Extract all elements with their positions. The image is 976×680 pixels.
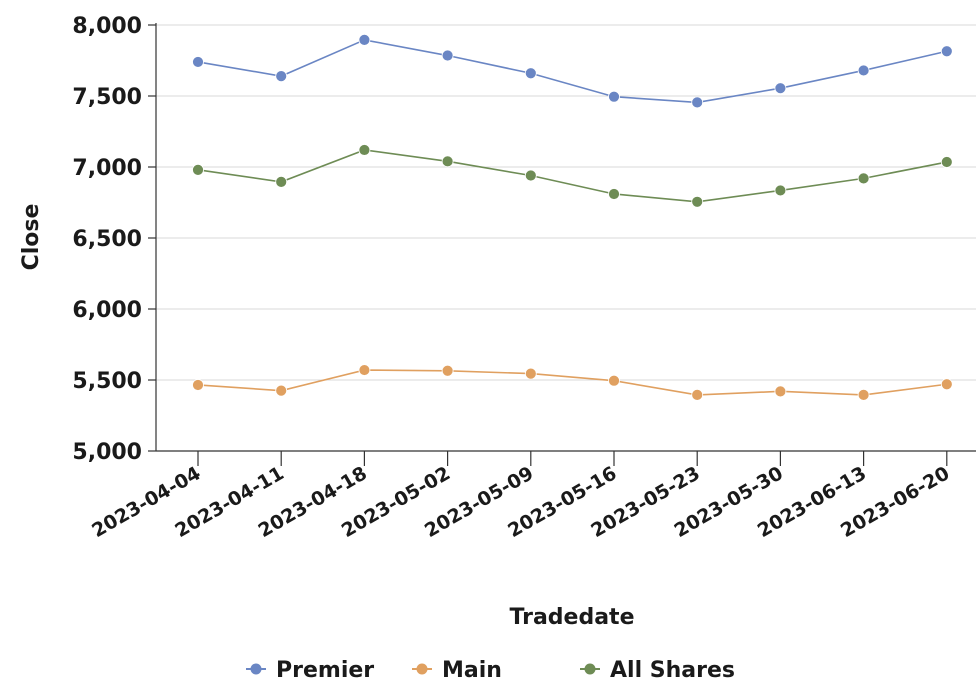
data-point: [774, 184, 787, 197]
data-point: [608, 188, 620, 200]
data-point: [940, 156, 953, 168]
data-point: [691, 389, 704, 401]
data-point: [940, 45, 953, 58]
series-line: [197, 149, 947, 203]
y-tick-labels: 5,000 5,500 6,000 6,500 7,000 7,500 8,000: [72, 14, 142, 465]
data-point: [275, 384, 288, 397]
x-tick-labels: 2023-04-042023-04-112023-04-182023-05-02…: [88, 462, 953, 542]
legend-marker: [250, 663, 262, 675]
data-point: [192, 56, 204, 68]
data-point: [774, 385, 787, 398]
y-tick-label: 7,500: [72, 85, 142, 110]
data-point: [857, 389, 870, 401]
legend-label: All Shares: [610, 658, 735, 680]
data-point: [441, 49, 454, 62]
legend: Premier Main All Shares: [246, 658, 735, 680]
data-point: [608, 374, 620, 387]
series-premier: [192, 34, 953, 109]
data-point: [192, 163, 204, 176]
legend-item: Main: [412, 658, 502, 680]
data-point: [857, 64, 870, 77]
data-point: [608, 90, 620, 103]
gridlines: [156, 24, 976, 381]
data-point: [774, 82, 787, 95]
data-point: [192, 379, 204, 391]
data-point: [358, 34, 371, 46]
y-tick-label: 5,500: [72, 369, 142, 394]
data-point: [358, 144, 371, 156]
data-point: [275, 176, 288, 188]
legend-marker: [416, 663, 428, 675]
data-point: [524, 67, 537, 80]
series-lines: [192, 34, 953, 401]
y-tick-label: 8,000: [72, 14, 142, 39]
legend-label: Premier: [276, 658, 374, 680]
y-axis-title: Close: [19, 204, 44, 271]
data-point: [524, 367, 537, 380]
legend-marker: [584, 663, 596, 675]
legend-label: Main: [442, 658, 502, 680]
y-tick-label: 7,000: [72, 156, 142, 181]
y-tick-label: 6,500: [72, 227, 142, 252]
data-point: [691, 195, 704, 208]
series-line: [197, 39, 947, 104]
data-point: [857, 172, 870, 185]
data-point: [275, 70, 288, 83]
data-point: [441, 364, 454, 377]
legend-item: Premier: [246, 658, 374, 680]
data-point: [358, 364, 371, 376]
data-point: [441, 155, 454, 168]
data-point: [940, 378, 953, 391]
y-tick-label: 6,000: [72, 298, 142, 323]
x-axis-title: Tradedate: [510, 605, 635, 630]
series-all-shares: [192, 144, 953, 208]
axes: [148, 23, 976, 466]
legend-item: All Shares: [580, 658, 735, 680]
series-line: [197, 369, 947, 396]
y-tick-label: 5,000: [72, 440, 142, 465]
series-main: [192, 364, 953, 401]
data-point: [691, 96, 704, 109]
data-point: [524, 169, 537, 182]
